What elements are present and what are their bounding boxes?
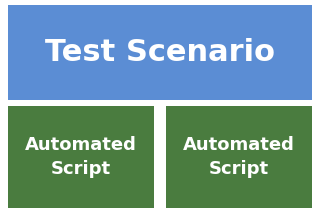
Bar: [166, 106, 312, 208]
Text: Test Scenario: Test Scenario: [45, 38, 275, 67]
Text: Automated
Script: Automated Script: [25, 136, 137, 178]
Text: Automated
Script: Automated Script: [183, 136, 295, 178]
Bar: [8, 106, 154, 208]
Bar: [8, 5, 312, 100]
